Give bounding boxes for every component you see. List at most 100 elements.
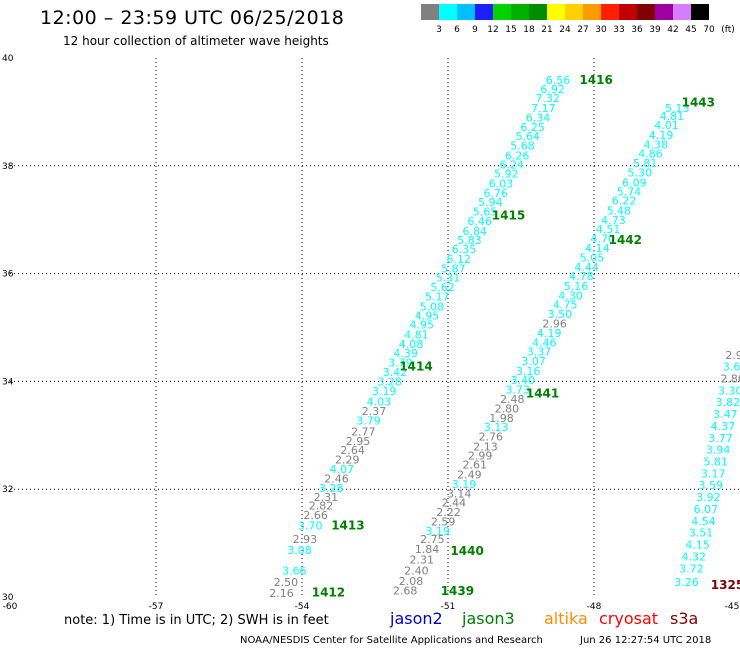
- x-tick-label: -57: [149, 602, 164, 610]
- wave-height-value: 4.15: [685, 538, 710, 551]
- wave-height-value: 4.03: [367, 396, 392, 409]
- track-label: 1412: [312, 585, 345, 599]
- legend-swatch: [421, 4, 439, 20]
- wave-height-value: 6.34: [526, 112, 551, 125]
- wave-height-value: 2.93: [293, 533, 318, 546]
- legend-swatch: [493, 4, 511, 20]
- wave-height-value: 2.31: [314, 491, 339, 504]
- y-tick-label: 34: [2, 377, 14, 387]
- wave-height-value: 3.77: [708, 432, 733, 445]
- wave-height-value: 5.05: [580, 252, 605, 265]
- wave-height-value: 6.22: [612, 195, 637, 208]
- wave-height-value: 2.80: [720, 372, 740, 385]
- track-label: 1415: [492, 209, 525, 223]
- wave-height-value: 5.17: [425, 291, 450, 304]
- wave-height-value: 3.79: [356, 415, 381, 428]
- track-label: 1442: [609, 233, 642, 247]
- wave-height-value: 2.29: [335, 453, 360, 466]
- footer-note: note: 1) Time is in UTC; 2) SWH is in fe…: [64, 613, 329, 628]
- legend-label: 36: [631, 25, 643, 35]
- wave-height-value: 5.83: [457, 234, 482, 247]
- wave-height-value: 3.13: [484, 421, 509, 434]
- wave-height-value: 4.51: [596, 223, 621, 236]
- satellite-jason2: jason2: [390, 609, 443, 628]
- legend-label: 15: [505, 25, 517, 35]
- wave-height-value: 3.72: [679, 563, 704, 576]
- legend-label: 12: [487, 25, 499, 35]
- wave-height-value: 4.86: [638, 148, 663, 161]
- wave-height-value: 4.81: [660, 110, 685, 123]
- wave-height-value: 5.81: [703, 455, 728, 468]
- legend-swatch: [655, 4, 673, 20]
- legend-label: 18: [523, 25, 535, 35]
- legend-label: 30: [595, 25, 607, 35]
- wave-height-value: 6.07: [694, 503, 719, 516]
- wave-height-value: 6.35: [452, 243, 477, 256]
- wave-height-value: 4.44: [574, 261, 599, 274]
- wave-height-value: 4.30: [558, 289, 583, 302]
- wave-height-value: 5.08: [420, 300, 445, 313]
- timestamp-text: Jun 26 12:27:54 UTC 2018: [580, 635, 712, 646]
- wave-height-value: 3.73: [505, 383, 530, 396]
- wave-height-value: 5.30: [627, 167, 652, 180]
- wave-height-value: 3.26: [674, 576, 699, 589]
- chart-subtitle: 12 hour collection of altimeter wave hei…: [63, 34, 329, 48]
- track-label: 1443: [682, 96, 715, 110]
- wave-height-value: 1.84: [415, 543, 440, 556]
- satellite-cryosat: cryosat: [599, 609, 659, 628]
- track-label: 1439: [441, 584, 474, 598]
- wave-height-value: 2.76: [479, 431, 504, 444]
- wave-height-value: 3.66: [282, 564, 307, 577]
- wave-height-value: 3.59: [699, 479, 724, 492]
- wave-height-value: 4.95: [415, 309, 440, 322]
- wave-height-value: 7.32: [536, 92, 561, 105]
- legend-label: 27: [577, 25, 589, 35]
- legend-swatch: [691, 4, 709, 20]
- wave-height-value: 3.28: [319, 482, 344, 495]
- legend-swatch: [475, 4, 493, 20]
- wave-height-value: 2.59: [431, 515, 456, 528]
- wave-height-value: 3.19: [372, 385, 397, 398]
- x-tick-label: -45: [725, 602, 740, 610]
- wave-height-value: 4.07: [330, 463, 355, 476]
- wave-height-value: 4.39: [393, 347, 418, 360]
- wave-height-value: 3.16: [516, 365, 541, 378]
- wave-height-value: 5.13: [665, 102, 690, 115]
- wave-height-value: 2.75: [420, 533, 445, 546]
- y-tick-label: 36: [2, 270, 14, 280]
- legend-label: 6: [454, 25, 460, 35]
- wave-height-value: 5.31: [436, 272, 461, 285]
- wave-height-value: 2.96: [542, 318, 567, 331]
- legend-swatch: [511, 4, 529, 20]
- legend-swatch: [547, 4, 565, 20]
- wave-height-value: 4.78: [569, 270, 594, 283]
- legend-label: 42: [667, 25, 679, 35]
- wave-height-value: 2.44: [442, 496, 467, 509]
- wave-height-value: 3.14: [447, 487, 472, 500]
- wave-height-value: 3.37: [527, 346, 552, 359]
- wave-height-value: 3.60: [723, 361, 740, 374]
- wave-height-value: 2.80: [495, 403, 520, 416]
- wave-height-value: 2.77: [351, 425, 376, 438]
- wave-height-value: 3.79: [388, 356, 413, 369]
- wave-height-value: 6.24: [500, 158, 525, 171]
- wave-height-value: 5.74: [617, 185, 642, 198]
- wave-height-value: 6.56: [546, 74, 571, 87]
- legend-swatch: [583, 4, 601, 20]
- wave-height-value: 2.82: [309, 500, 334, 513]
- credit-text: NOAA/NESDIS Center for Satellite Applica…: [240, 635, 543, 646]
- wave-height-value: 3.50: [548, 308, 573, 321]
- wave-height-value: 2.48: [500, 393, 525, 406]
- wave-height-value: 4.46: [532, 336, 557, 349]
- legend-label: 24: [559, 25, 571, 35]
- wave-height-value: 4.38: [644, 139, 669, 152]
- y-tick-label: 32: [2, 485, 13, 495]
- wave-height-value: 3.94: [706, 444, 731, 457]
- wave-height-value: 3.19: [426, 525, 451, 538]
- wave-height-value: 4.70: [591, 232, 616, 245]
- wave-height-value: 2.13: [473, 440, 498, 453]
- wave-height-value: 5.62: [430, 281, 455, 294]
- wave-height-value: 7.17: [531, 102, 556, 115]
- wave-height-value: 3.51: [689, 527, 714, 540]
- wave-height-value: 4.19: [537, 327, 562, 340]
